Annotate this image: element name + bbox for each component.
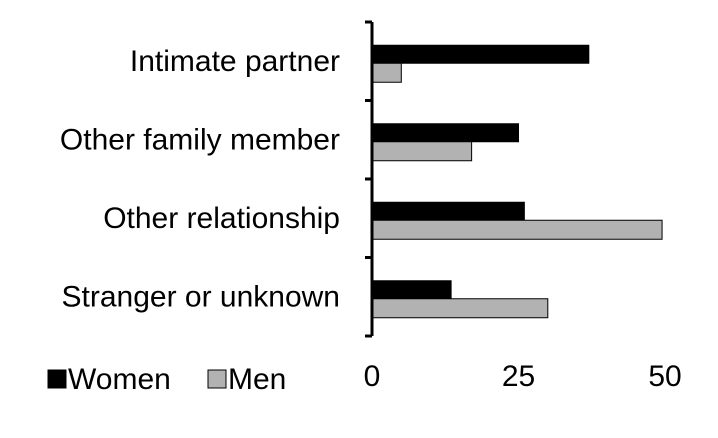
legend-swatch xyxy=(47,369,67,389)
y-tick-label: Intimate partner xyxy=(130,45,340,78)
y-tick-label: Stranger or unknown xyxy=(62,281,341,314)
bar xyxy=(371,123,519,143)
bar xyxy=(371,219,663,240)
bar xyxy=(371,141,473,162)
legend-label: Women xyxy=(68,363,171,396)
bar xyxy=(371,201,525,221)
legend-swatch xyxy=(207,369,227,389)
legend-label: Men xyxy=(228,363,286,396)
bar xyxy=(371,280,452,300)
x-tick-label: 25 xyxy=(502,360,535,393)
bar xyxy=(371,44,590,64)
x-tick-label: 50 xyxy=(648,360,681,393)
y-tick-label: Other relationship xyxy=(103,202,340,235)
y-tick-label: Other family member xyxy=(60,124,340,157)
bar xyxy=(371,62,402,83)
bar xyxy=(371,298,549,319)
x-tick-label: 0 xyxy=(364,360,381,393)
